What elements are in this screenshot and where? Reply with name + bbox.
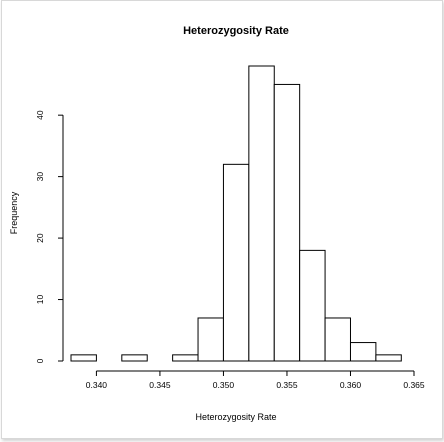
x-tick-label: 0.340: [86, 380, 108, 390]
y-axis-label: Frequency: [9, 191, 19, 234]
y-tick-label: 40: [35, 110, 45, 120]
x-tick-label: 0.365: [403, 380, 425, 390]
x-tick-label: 0.360: [340, 380, 362, 390]
x-tick-label: 0.355: [276, 380, 298, 390]
histogram-bar: [299, 249, 326, 362]
histogram-bar: [324, 317, 351, 362]
histogram-bar: [121, 354, 148, 362]
histogram-bar: [248, 65, 275, 362]
x-tick-label: 0.345: [149, 380, 171, 390]
histogram-bar: [172, 354, 199, 362]
x-axis-label: Heterozygosity Rate: [195, 412, 276, 422]
y-tick-label: 30: [35, 172, 45, 182]
y-tick-label: 20: [35, 233, 45, 243]
bars-group: [70, 65, 402, 362]
histogram-bar: [70, 354, 97, 362]
y-tick-label: 0: [35, 358, 45, 363]
y-axis: 0 10 20 30 40: [35, 110, 64, 363]
histogram-bar: [349, 342, 377, 362]
x-axis: 0.340 0.345 0.350 0.355 0.360 0.365: [86, 370, 425, 390]
histogram-bar: [197, 317, 224, 362]
histogram-bar: [222, 163, 250, 362]
histogram-bar: [375, 354, 402, 362]
histogram-bar: [273, 83, 301, 362]
y-tick-label: 10: [35, 295, 45, 305]
chart-title: Heterozygosity Rate: [183, 25, 289, 37]
x-tick-label: 0.350: [213, 380, 235, 390]
